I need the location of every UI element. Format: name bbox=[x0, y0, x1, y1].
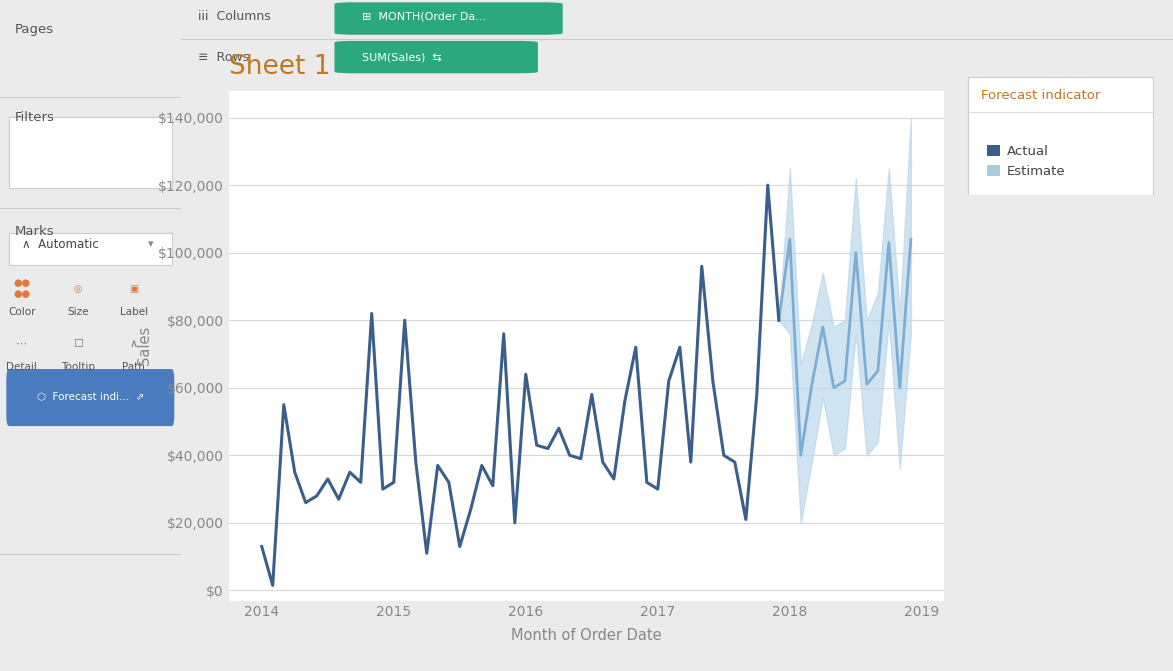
Text: ≡  Rows: ≡ Rows bbox=[197, 52, 249, 64]
Text: ☐: ☐ bbox=[73, 340, 82, 349]
Text: ⊞  MONTH(Order Da...: ⊞ MONTH(Order Da... bbox=[362, 12, 487, 22]
Text: Sheet 1: Sheet 1 bbox=[229, 54, 331, 80]
Text: Marks: Marks bbox=[14, 225, 54, 238]
Text: Path: Path bbox=[122, 362, 145, 372]
Text: Size: Size bbox=[67, 307, 88, 317]
FancyBboxPatch shape bbox=[6, 369, 175, 426]
Text: ⬡  Forecast indi...  ⇗: ⬡ Forecast indi... ⇗ bbox=[36, 392, 144, 401]
Text: ●●
●●: ●● ●● bbox=[13, 278, 30, 299]
FancyBboxPatch shape bbox=[9, 117, 171, 188]
Text: ∧: ∧ bbox=[129, 340, 137, 349]
Text: Tooltip: Tooltip bbox=[61, 362, 95, 372]
FancyBboxPatch shape bbox=[334, 41, 538, 73]
Text: ⋯: ⋯ bbox=[16, 340, 27, 349]
Text: ◎: ◎ bbox=[74, 284, 82, 293]
Text: SUM(Sales)  ⇆: SUM(Sales) ⇆ bbox=[362, 53, 442, 63]
Text: ▣: ▣ bbox=[129, 284, 138, 293]
Text: Color: Color bbox=[8, 307, 35, 317]
Legend: Actual, Estimate: Actual, Estimate bbox=[982, 140, 1071, 183]
FancyBboxPatch shape bbox=[334, 2, 563, 35]
Text: Forecast indicator: Forecast indicator bbox=[981, 89, 1100, 102]
X-axis label: Month of Order Date: Month of Order Date bbox=[511, 628, 662, 643]
Text: Filters: Filters bbox=[14, 111, 54, 123]
Text: ▾: ▾ bbox=[148, 240, 154, 249]
Text: Pages: Pages bbox=[14, 23, 54, 36]
Text: iii  Columns: iii Columns bbox=[197, 11, 270, 23]
Text: Detail: Detail bbox=[6, 362, 38, 372]
Text: ∧  Automatic: ∧ Automatic bbox=[21, 238, 99, 251]
Text: Label: Label bbox=[120, 307, 148, 317]
Y-axis label: Sales: Sales bbox=[137, 326, 152, 365]
FancyBboxPatch shape bbox=[9, 233, 171, 265]
